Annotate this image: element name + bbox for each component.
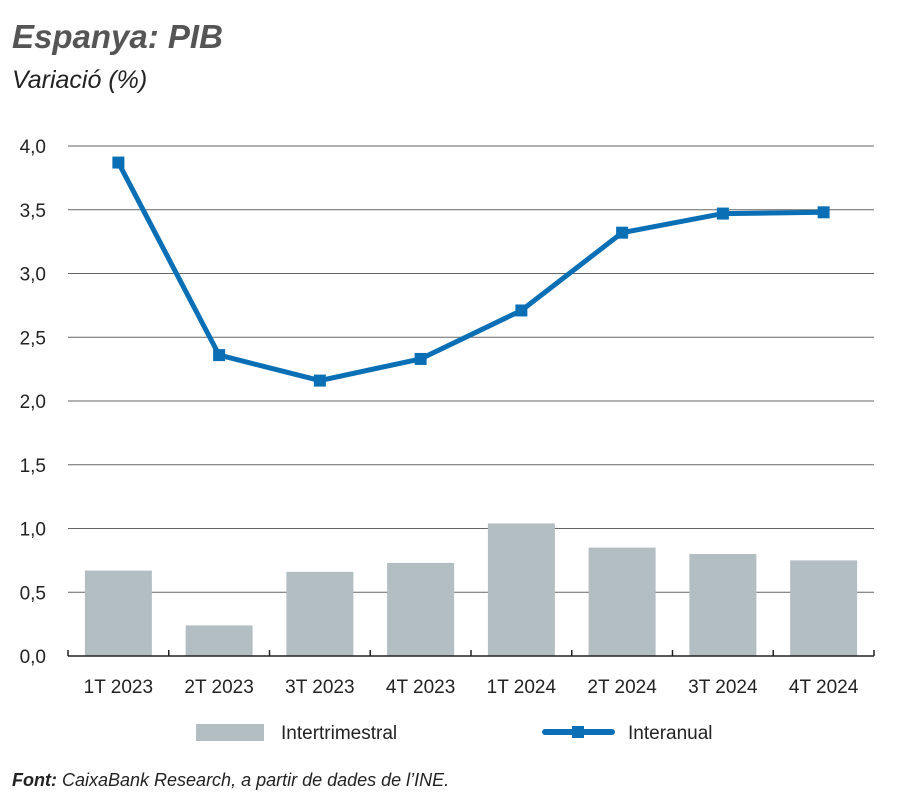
y-tick-label: 1,0 (20, 520, 46, 541)
marker-interanual (213, 349, 226, 362)
marker-interanual (716, 207, 729, 220)
x-tick-label: 3T 2023 (285, 677, 354, 698)
chart-subtitle: Variació (%) (12, 66, 148, 94)
line-interanual (116, 161, 824, 384)
bar-intertrimestral (487, 523, 555, 656)
y-tick-label: 2,0 (20, 392, 46, 413)
y-tick-label: 4,0 (20, 137, 46, 158)
legend-marker-interanual (572, 726, 584, 738)
bar-intertrimestral (185, 625, 253, 656)
y-tick-label: 3,0 (20, 265, 46, 286)
bar-intertrimestral (689, 554, 757, 656)
x-tick-label: 4T 2023 (386, 677, 455, 698)
legend-label-interanual: Interanual (628, 723, 713, 744)
legend-swatch-intertrimestral (196, 724, 264, 741)
marker-interanual (515, 304, 528, 317)
y-tick-label: 1,5 (20, 456, 46, 477)
y-tick-label: 3,5 (20, 201, 46, 222)
y-tick-label: 0,0 (20, 647, 46, 668)
marker-interanual (112, 156, 125, 169)
source-label: Font: (12, 770, 57, 790)
bar-intertrimestral (588, 547, 656, 656)
y-tick-label: 0,5 (20, 583, 46, 604)
marker-interanual (817, 206, 830, 219)
bar-intertrimestral (84, 570, 152, 656)
x-tick-label: 2T 2023 (184, 677, 253, 698)
x-tick-label: 1T 2023 (84, 677, 153, 698)
marker-interanual (616, 226, 629, 239)
y-tick-label: 2,5 (20, 328, 46, 349)
x-tick-label: 1T 2024 (487, 677, 557, 698)
x-tick-label: 2T 2024 (587, 677, 657, 698)
bar-intertrimestral (387, 562, 455, 656)
legend-label-intertrimestral: Intertrimestral (281, 723, 397, 744)
x-tick-label: 3T 2024 (688, 677, 758, 698)
bar-intertrimestral (286, 571, 354, 656)
x-tick-label: 4T 2024 (789, 677, 859, 698)
bar-intertrimestral (790, 560, 858, 656)
chart-title: Espanya: PIB (12, 18, 223, 55)
marker-interanual (313, 374, 326, 387)
source-note: Font: CaixaBank Research, a partir de da… (12, 770, 449, 791)
source-text: CaixaBank Research, a partir de dades de… (56, 770, 450, 790)
marker-interanual (414, 352, 427, 365)
